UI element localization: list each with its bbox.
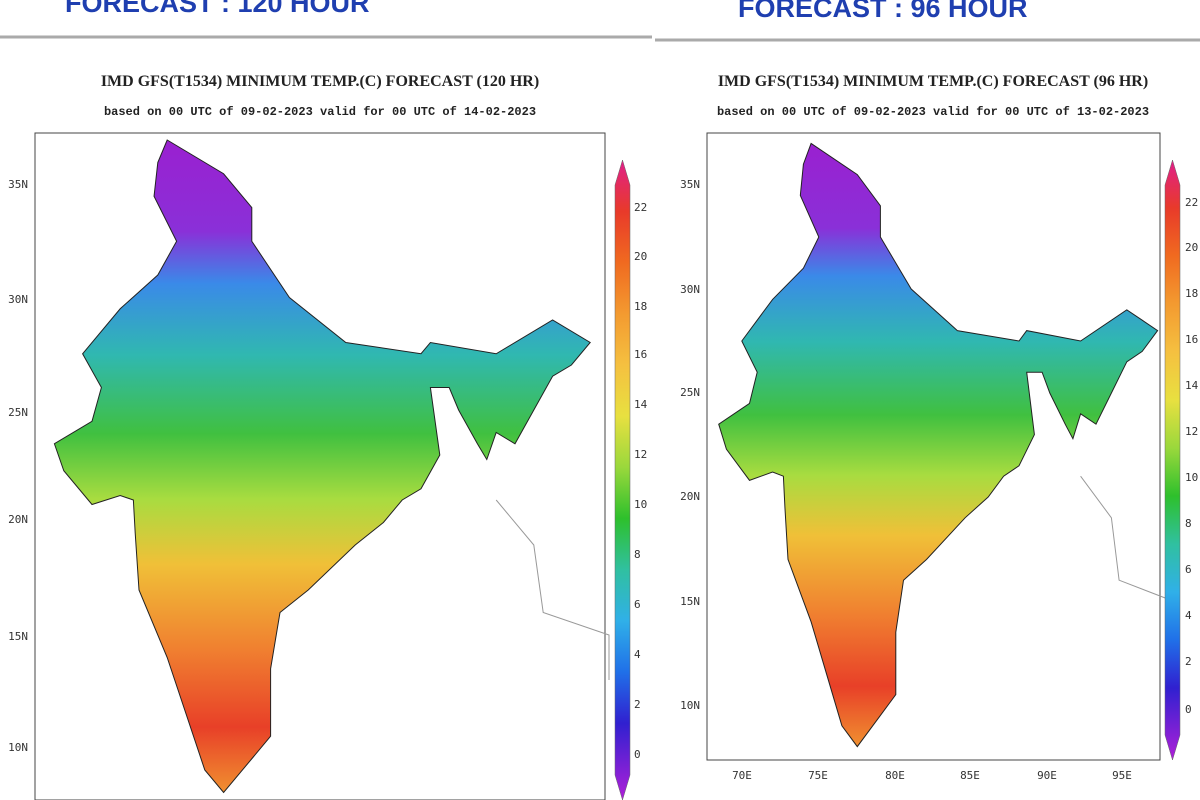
map-title: IMD GFS(T1534) MINIMUM TEMP.(C) FORECAST… [718, 73, 1148, 90]
lon-label: 90E [1037, 769, 1057, 782]
colorbar-label: 18 [1185, 287, 1198, 300]
colorbar-label: 22 [1185, 196, 1198, 209]
colorbar-label: 4 [1185, 609, 1192, 622]
colorbar-label: 2 [634, 698, 641, 711]
map-subtitle: based on 00 UTC of 09-02-2023 valid for … [104, 105, 536, 119]
lon-label: 85E [960, 769, 980, 782]
colorbar-label: 10 [634, 498, 647, 511]
colorbar-label: 12 [1185, 425, 1198, 438]
lat-label: 30N [680, 283, 700, 296]
lat-label: 20N [680, 490, 700, 503]
lon-label: 75E [808, 769, 828, 782]
india-map [718, 142, 1159, 748]
colorbar-label: 2 [1185, 655, 1192, 668]
colorbar-label: 8 [1185, 517, 1192, 530]
colorbar-label: 20 [634, 250, 647, 263]
lat-label: 35N [8, 178, 28, 191]
india-map [53, 139, 591, 794]
panel-header: FORECAST : 96 HOUR [738, 0, 1028, 23]
colorbar [614, 159, 631, 800]
lat-label: 10N [8, 741, 28, 754]
lon-label: 80E [885, 769, 905, 782]
lat-label: 15N [680, 595, 700, 608]
colorbar-label: 12 [634, 448, 647, 461]
colorbar-label: 4 [634, 648, 641, 661]
lon-label: 70E [732, 769, 752, 782]
colorbar-label: 6 [1185, 563, 1192, 576]
neighbour-border [495, 499, 610, 680]
forecast-panel: FORECAST : 120 HOUR IMD GFS(T1534) MINIMU… [0, 0, 652, 800]
colorbar-label: 16 [634, 348, 647, 361]
lat-label: 15N [8, 630, 28, 643]
colorbar-label: 0 [1185, 703, 1192, 716]
lat-label: 20N [8, 513, 28, 526]
panel-header: FORECAST : 120 HOUR [65, 0, 370, 18]
map-subtitle: based on 00 UTC of 09-02-2023 valid for … [717, 105, 1149, 119]
colorbar-label: 22 [634, 201, 647, 214]
colorbar-label: 18 [634, 300, 647, 313]
map-title: IMD GFS(T1534) MINIMUM TEMP.(C) FORECAST… [101, 73, 539, 90]
colorbar-label: 20 [1185, 241, 1198, 254]
colorbar-label: 6 [634, 598, 641, 611]
colorbar-label: 14 [1185, 379, 1199, 392]
colorbar-label: 0 [634, 748, 641, 761]
lat-label: 10N [680, 699, 700, 712]
lat-label: 25N [680, 386, 700, 399]
lat-label: 25N [8, 406, 28, 419]
colorbar-label: 16 [1185, 333, 1198, 346]
colorbar-label: 10 [1185, 471, 1198, 484]
colorbar-label: 14 [634, 398, 648, 411]
colorbar-label: 8 [634, 548, 641, 561]
lat-label: 35N [680, 178, 700, 191]
colorbar [1164, 159, 1181, 761]
lon-label: 95E [1112, 769, 1132, 782]
lat-label: 30N [8, 293, 28, 306]
forecast-panel: FORECAST : 96 HOUR IMD GFS(T1534) MINIMUM… [655, 0, 1200, 782]
